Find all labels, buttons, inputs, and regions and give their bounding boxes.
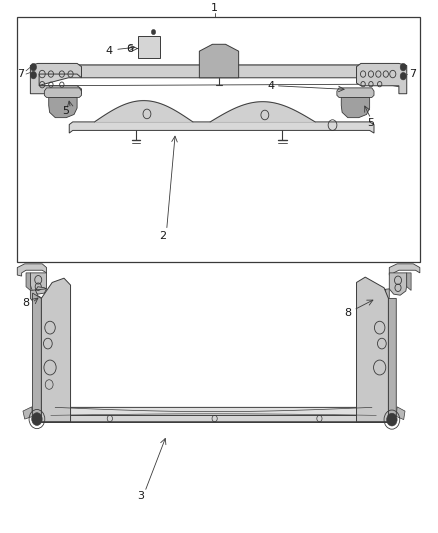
Polygon shape [26,273,30,290]
Polygon shape [367,334,372,342]
Polygon shape [46,308,65,340]
Bar [17,17,420,262]
Circle shape [30,71,36,79]
Circle shape [32,413,42,425]
Text: 1: 1 [211,3,218,13]
Polygon shape [49,98,77,118]
Polygon shape [17,264,46,276]
Polygon shape [41,308,46,336]
Text: 4: 4 [267,81,274,91]
Text: 7: 7 [17,69,24,79]
Polygon shape [357,277,389,422]
Polygon shape [23,407,32,419]
Polygon shape [407,273,411,290]
Text: 3: 3 [137,491,144,501]
Polygon shape [337,88,374,98]
Polygon shape [372,308,389,340]
Text: 7: 7 [409,69,417,79]
Polygon shape [389,273,407,295]
Polygon shape [38,65,403,86]
Circle shape [30,63,36,71]
Polygon shape [199,44,239,78]
Polygon shape [389,308,394,336]
Polygon shape [41,334,71,345]
Polygon shape [389,298,396,422]
Text: 8: 8 [344,308,351,318]
Polygon shape [341,98,370,118]
Circle shape [400,72,406,80]
Text: 8: 8 [22,297,30,308]
Polygon shape [41,278,71,422]
Text: 6: 6 [126,44,133,53]
Polygon shape [30,287,57,309]
Text: 5: 5 [367,118,374,128]
Text: 4: 4 [106,46,113,56]
Polygon shape [30,273,46,294]
Polygon shape [389,264,420,276]
Polygon shape [396,407,405,419]
Polygon shape [41,415,389,422]
Polygon shape [32,293,41,422]
Polygon shape [69,122,374,133]
Polygon shape [38,65,403,79]
Circle shape [400,63,406,71]
Polygon shape [138,36,160,58]
Circle shape [387,413,397,426]
Text: 2: 2 [159,231,166,241]
Polygon shape [44,88,81,98]
Polygon shape [30,63,81,94]
Polygon shape [357,63,407,94]
Text: 5: 5 [62,106,69,116]
Polygon shape [367,288,389,308]
Polygon shape [95,101,193,122]
Polygon shape [41,407,389,415]
Polygon shape [210,102,315,122]
Circle shape [151,29,155,35]
